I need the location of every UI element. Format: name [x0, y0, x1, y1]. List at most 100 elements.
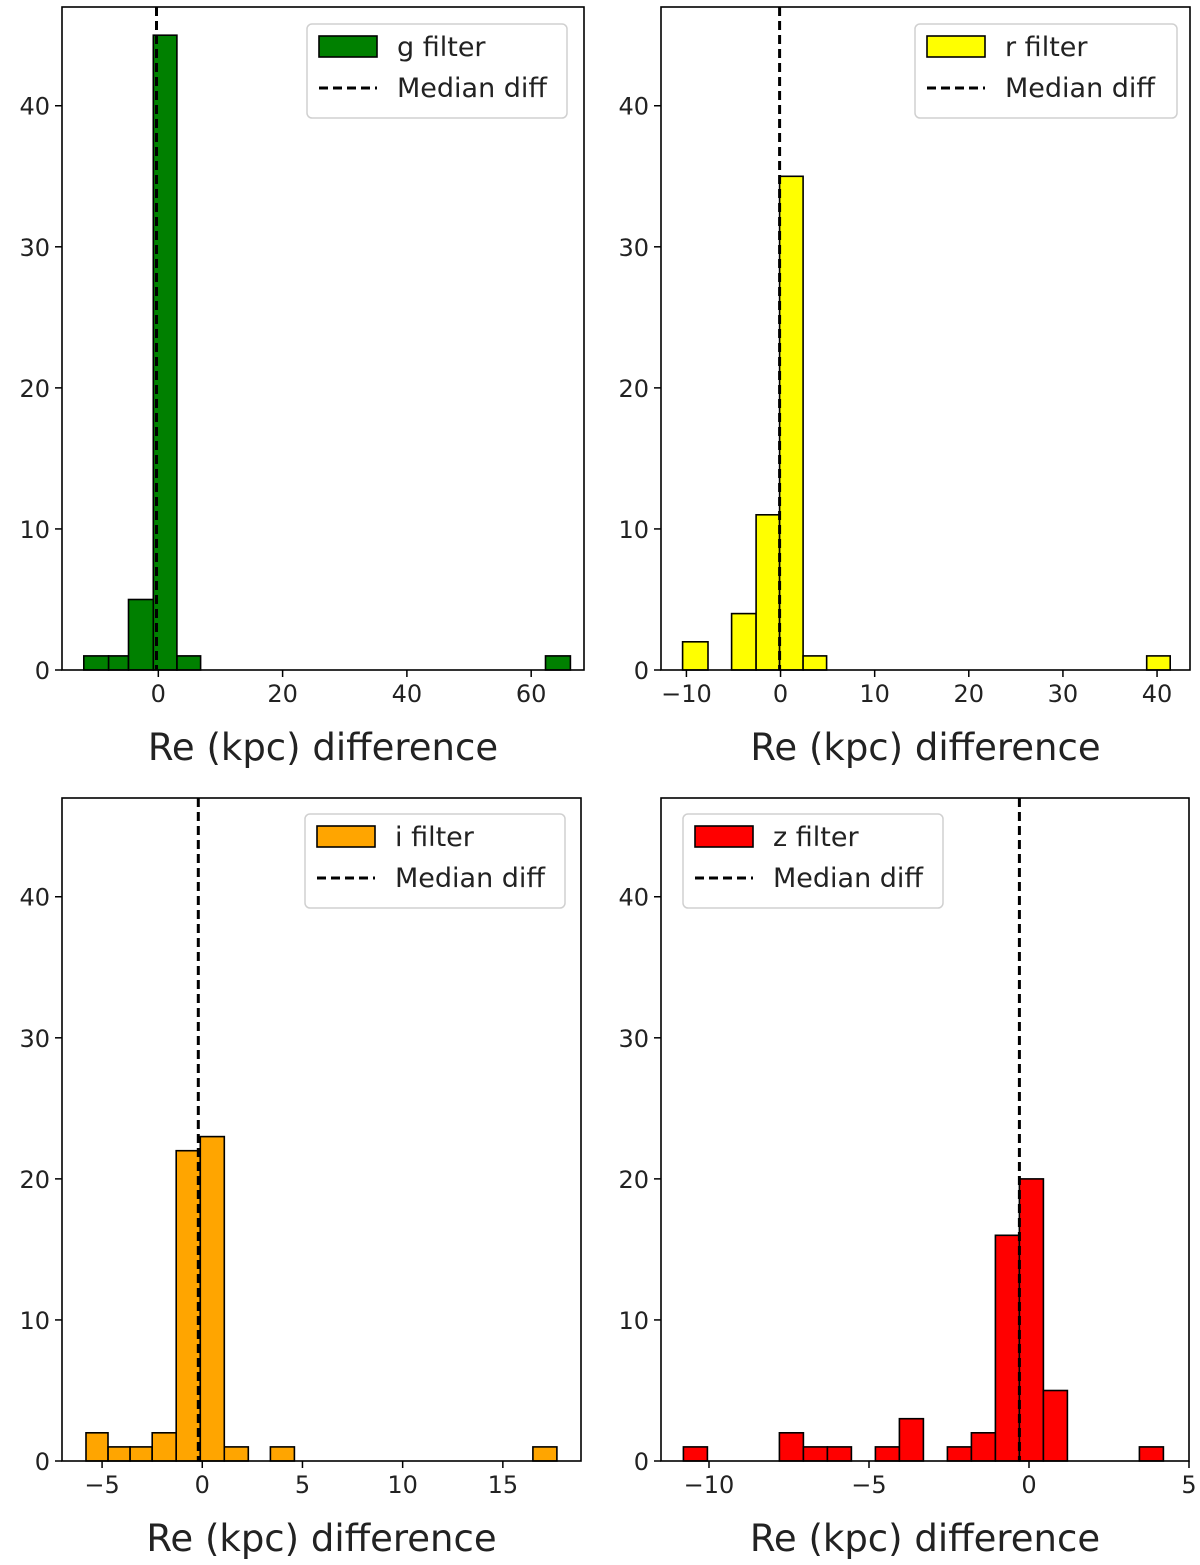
- y-tick-label: 30: [618, 1025, 649, 1053]
- legend-label-filter: z filter: [773, 822, 859, 853]
- x-tick-label: 10: [859, 680, 890, 708]
- x-tick-label: 0: [1021, 1471, 1036, 1499]
- x-tick-label: 30: [1048, 680, 1079, 708]
- histogram-bar: [107, 1446, 131, 1462]
- y-tick-label: 10: [19, 1307, 50, 1335]
- x-tick-label: 15: [488, 1471, 519, 1499]
- y-tick-label: 10: [618, 1307, 649, 1335]
- legend-label-filter: i filter: [395, 822, 475, 853]
- histogram-bar: [730, 612, 757, 671]
- x-tick-label: 20: [954, 680, 985, 708]
- x-tick-label: −10: [661, 680, 712, 708]
- x-tick-label: 20: [267, 680, 298, 708]
- y-tick-label: 30: [19, 234, 50, 262]
- histogram-bar: [681, 640, 709, 671]
- legend-label-median: Median diff: [773, 863, 924, 894]
- x-tick-label: 5: [295, 1471, 310, 1499]
- histogram-bar: [176, 655, 202, 671]
- plot-frame: [660, 797, 1190, 1462]
- x-tick-label: 60: [516, 680, 547, 708]
- y-tick-label: 40: [618, 93, 649, 121]
- x-tick-label: 0: [195, 1471, 210, 1499]
- histogram-bar: [755, 513, 781, 671]
- histogram-bar: [778, 1432, 805, 1462]
- histogram-bar: [127, 598, 155, 671]
- x-tick-label: −5: [84, 1471, 119, 1499]
- y-tick-label: 30: [618, 234, 649, 262]
- histogram-bar: [826, 1446, 853, 1462]
- y-tick-label: 20: [618, 1166, 649, 1194]
- histogram-bar: [682, 1446, 709, 1462]
- chart-panel-bottom-left: −5 0 5 10 15 0 10 20 30 40 Re (kpc) difference i fi…: [19, 797, 582, 1560]
- histogram-bar: [175, 1149, 201, 1462]
- y-tick-label: 40: [19, 884, 50, 912]
- x-tick-label: −10: [684, 1471, 735, 1499]
- x-tick-label: 40: [1142, 680, 1173, 708]
- histogram-bar: [1138, 1446, 1165, 1462]
- x-axis-label: Re (kpc) difference: [148, 726, 498, 769]
- x-tick-label: 10: [387, 1471, 418, 1499]
- x-tick-label: 0: [151, 680, 166, 708]
- chart-panel-top-left: 0 20 40 60 0 10 20 30 40 Re (kpc) difference g fil…: [19, 6, 585, 769]
- chart-panel-bottom-right: −10 −5 0 5 0 10 20 30 40 Re (kpc) difference z fil…: [618, 797, 1197, 1560]
- legend-swatch: [318, 35, 378, 58]
- histogram-bar: [83, 655, 110, 671]
- x-tick-label: −5: [851, 1471, 886, 1499]
- histogram-bar: [802, 655, 828, 671]
- legend: i filter Median diff: [304, 813, 566, 909]
- histogram-bar: [199, 1135, 226, 1462]
- y-tick-label: 0: [35, 657, 50, 685]
- histogram-bar: [1145, 655, 1171, 671]
- histogram-bar: [107, 655, 130, 671]
- histogram-bar: [802, 1446, 829, 1462]
- legend-swatch: [926, 35, 986, 58]
- plot-frame: [61, 6, 585, 671]
- x-tick-label: 0: [773, 680, 788, 708]
- y-tick-label: 10: [19, 516, 50, 544]
- legend-label-median: Median diff: [395, 863, 546, 894]
- y-tick-label: 40: [618, 884, 649, 912]
- histogram-bar: [151, 1432, 177, 1462]
- histogram-bar: [898, 1417, 925, 1462]
- y-tick-label: 20: [618, 375, 649, 403]
- x-axis-label: Re (kpc) difference: [750, 1517, 1100, 1560]
- legend: g filter Median diff: [306, 23, 568, 119]
- legend: z filter Median diff: [682, 813, 944, 909]
- histogram-bar: [269, 1446, 296, 1462]
- histogram-bar: [1018, 1178, 1045, 1462]
- legend-label-filter: r filter: [1005, 32, 1088, 63]
- y-tick-label: 20: [19, 1166, 50, 1194]
- legend-label-median: Median diff: [397, 73, 548, 104]
- histogram-bar: [994, 1234, 1021, 1462]
- legend-label-median: Median diff: [1005, 73, 1156, 104]
- legend-swatch: [316, 825, 376, 848]
- x-tick-label: 40: [392, 680, 423, 708]
- x-axis-label: Re (kpc) difference: [146, 1517, 496, 1560]
- x-axis-label: Re (kpc) difference: [750, 726, 1100, 769]
- histogram-bar: [129, 1446, 153, 1462]
- histogram-bar: [223, 1446, 250, 1462]
- y-tick-label: 20: [19, 375, 50, 403]
- histogram-bar: [946, 1446, 973, 1462]
- legend-swatch: [694, 825, 754, 848]
- chart-panel-top-right: −10 0 10 20 30 40 0 10 20 30 40 Re (kpc) difference…: [618, 6, 1191, 769]
- histogram-bar: [544, 655, 572, 671]
- legend-label-filter: g filter: [397, 32, 486, 63]
- x-tick-label: 5: [1181, 1471, 1196, 1499]
- y-tick-label: 0: [35, 1448, 50, 1476]
- histogram-bar: [1042, 1389, 1069, 1462]
- plot-frame: [61, 797, 582, 1462]
- histogram-bar: [532, 1446, 558, 1462]
- y-tick-label: 30: [19, 1025, 50, 1053]
- histogram-bar: [874, 1446, 901, 1462]
- legend: r filter Median diff: [914, 23, 1178, 119]
- histogram-bar: [85, 1432, 109, 1462]
- histogram-bar: [970, 1432, 997, 1462]
- y-tick-label: 0: [634, 657, 649, 685]
- y-tick-label: 0: [634, 1448, 649, 1476]
- y-tick-label: 40: [19, 93, 50, 121]
- histogram-bar: [778, 175, 804, 671]
- y-tick-label: 10: [618, 516, 649, 544]
- plot-frame: [660, 6, 1191, 671]
